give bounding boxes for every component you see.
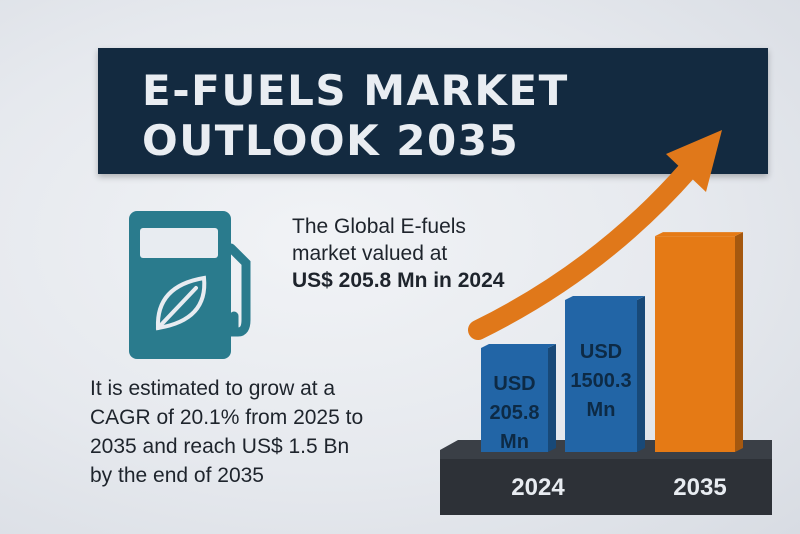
intro-line-3: US$ 205.8 Mn in 2024 <box>292 269 505 292</box>
chart-base-front <box>440 459 772 515</box>
forecast-line-3: 2035 and reach US$ 1.5 Bn <box>90 435 350 458</box>
intro-line-2: market valued at <box>292 242 448 265</box>
bar-side <box>548 344 556 452</box>
intro-text: The Global E-fuels market valued at US$ … <box>292 213 572 294</box>
bar-2 <box>565 300 637 452</box>
bar-top <box>655 232 743 237</box>
forecast-line-4: by the end of 2035 <box>90 464 264 487</box>
bar-1-label-line-1: USD <box>493 373 535 395</box>
forecast-line-1: It is estimated to grow at a <box>90 377 336 400</box>
bar-side <box>637 296 645 452</box>
fuel-pump-leaf-icon <box>129 211 251 359</box>
title-line-1: E-FUELS MARKET <box>142 66 569 115</box>
title-banner: E-FUELS MARKET OUTLOOK 2035 <box>98 48 768 174</box>
tick-label-2024: 2024 <box>511 474 565 501</box>
title-line-2: OUTLOOK 2035 <box>142 116 520 165</box>
bar-2-label-line-1: USD <box>580 341 622 363</box>
bar-top <box>481 344 556 348</box>
trend-arrow-shaft <box>468 160 698 340</box>
bar-3 <box>655 236 735 452</box>
bar-2-label-line-2: 1500.3 <box>570 370 631 392</box>
chart-bars: USD 205.8 Mn USD 1500.3 Mn <box>481 232 743 453</box>
trend-arrow-head <box>666 130 722 192</box>
tick-label-2035: 2035 <box>673 474 726 501</box>
bar-1-label-line-3: Mn <box>500 431 529 453</box>
forecast-line-2: CAGR of 20.1% from 2025 to <box>90 406 364 429</box>
forecast-text: It is estimated to grow at a CAGR of 20.… <box>90 374 420 490</box>
intro-line-1: The Global E-fuels <box>292 215 466 238</box>
trend-arrow <box>468 130 722 340</box>
bar-1 <box>481 348 548 452</box>
chart-ticks: 2024 2035 <box>511 474 726 501</box>
bar-top <box>565 296 645 300</box>
bar-side <box>735 232 743 452</box>
bar-1-label-line-2: 205.8 <box>489 402 539 424</box>
bar-2-label-line-3: Mn <box>587 399 616 421</box>
